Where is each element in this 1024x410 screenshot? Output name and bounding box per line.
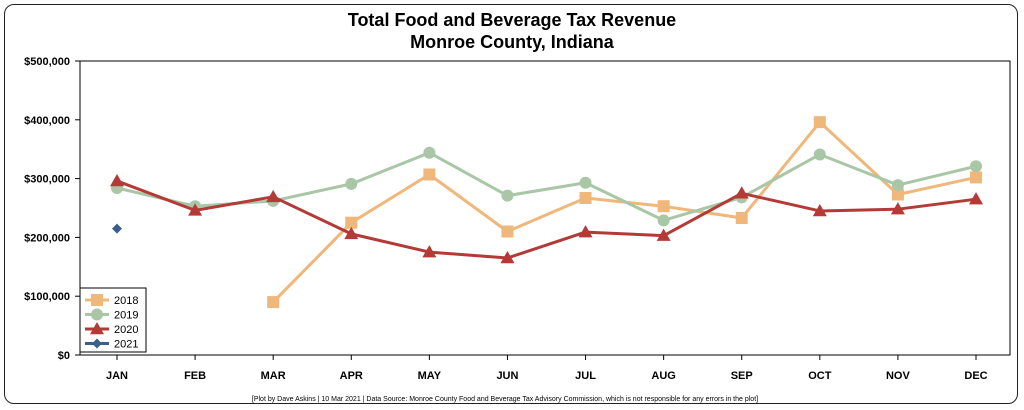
- x-tick-label: FEB: [184, 370, 206, 382]
- legend-label: 2021: [114, 339, 138, 351]
- series-line-2018: [272, 120, 977, 304]
- data-point-2018: [813, 116, 826, 129]
- data-point-2020: [812, 203, 827, 217]
- data-point-2018: [891, 188, 904, 201]
- data-point-2020: [969, 192, 983, 205]
- data-point-2020: [344, 226, 359, 240]
- x-axis: JAN FEB MAR APR MAY JUN JUL AUG SEP OCT NOV DEC: [106, 355, 988, 382]
- x-tick-label: OCT: [808, 370, 832, 382]
- data-point-2018: [345, 216, 358, 229]
- legend-marker: [91, 308, 103, 321]
- series-2021: [112, 223, 122, 234]
- data-point-2020: [266, 189, 281, 203]
- data-point-2020: [890, 202, 905, 215]
- x-tick-label: JUL: [575, 370, 596, 382]
- data-point-2019: [891, 179, 904, 192]
- data-point-2020: [734, 186, 749, 199]
- x-tick-label: JUN: [496, 370, 518, 382]
- legend-label: 2018: [114, 295, 138, 307]
- series-group: [110, 116, 983, 309]
- x-tick-label: NOV: [886, 370, 911, 382]
- data-point-2018: [579, 192, 592, 205]
- x-tick-label: JAN: [106, 370, 128, 382]
- y-tick-label: $0: [58, 350, 70, 362]
- series-line-2019: [116, 151, 977, 222]
- data-point-2019: [579, 176, 592, 189]
- data-point-2019: [970, 160, 982, 173]
- data-point-2019: [657, 214, 670, 227]
- y-tick-label: $200,000: [24, 232, 70, 244]
- data-point-2018: [501, 225, 514, 238]
- data-point-2020: [656, 228, 671, 241]
- plot-area: [79, 60, 1011, 356]
- footnote: [Plot by Dave Askins | 10 Mar 2021 | Dat…: [252, 396, 758, 403]
- series-line-2020: [116, 179, 977, 260]
- legend-label: 2019: [114, 310, 138, 322]
- data-point-2019: [813, 148, 826, 161]
- data-point-2019: [423, 146, 436, 159]
- data-point-2018: [267, 296, 280, 309]
- chart-title: Total Food and Beverage Tax Revenue: [348, 10, 676, 30]
- x-tick-label: MAR: [261, 370, 286, 382]
- x-tick-label: MAY: [418, 370, 442, 382]
- data-point-2018: [970, 171, 982, 184]
- data-point-2018: [657, 200, 670, 213]
- data-point-2019: [501, 189, 514, 202]
- x-tick-label: DEC: [964, 370, 987, 382]
- data-point-2020: [500, 250, 515, 264]
- data-point-2018: [735, 211, 748, 224]
- chart-subtitle: Monroe County, Indiana: [410, 32, 615, 52]
- legend-marker: [91, 294, 103, 306]
- chart-frame: [4, 4, 1018, 404]
- y-axis: $0 $100,000 $200,000 $300,000 $400,000 $500,0…: [24, 56, 80, 362]
- data-point-2018: [423, 168, 436, 181]
- x-tick-label: SEP: [731, 370, 753, 382]
- data-point-2019: [345, 177, 358, 190]
- legend-label: 2020: [114, 324, 138, 336]
- series-2020: [110, 173, 983, 264]
- data-point-2021: [112, 223, 122, 234]
- y-tick-label: $100,000: [24, 291, 70, 303]
- data-point-2020: [422, 245, 437, 258]
- y-tick-label: $500,000: [24, 56, 70, 68]
- data-point-2020: [188, 203, 203, 216]
- x-tick-label: AUG: [651, 370, 675, 382]
- legend-marker: [90, 322, 104, 335]
- data-point-2020: [578, 225, 593, 238]
- legend: 2018 2019 2020 2021: [79, 287, 147, 353]
- y-tick-label: $300,000: [24, 174, 70, 186]
- legend-marker: [92, 338, 102, 349]
- x-tick-label: APR: [340, 370, 363, 382]
- y-tick-label: $400,000: [24, 115, 70, 127]
- data-point-2020: [110, 173, 124, 187]
- series-2018: [267, 116, 982, 309]
